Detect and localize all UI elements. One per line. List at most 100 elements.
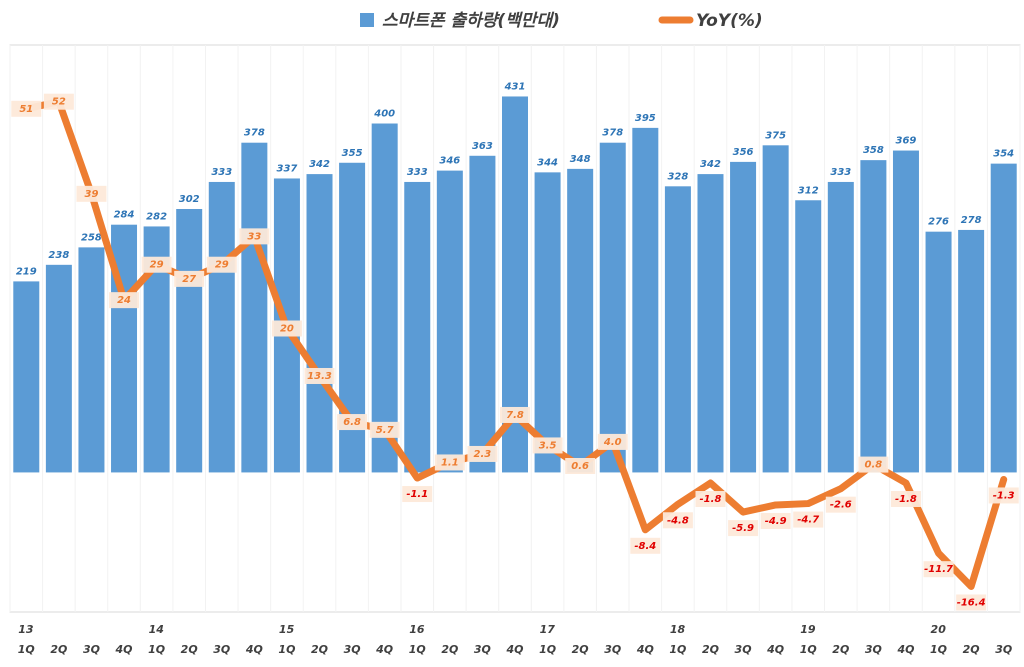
line-label-box [760, 512, 791, 529]
line-label-box [956, 594, 987, 611]
x-tick-label: 2Q [702, 643, 719, 656]
line-label-box [500, 406, 530, 423]
bar-value-label: 342 [309, 159, 330, 170]
bar [958, 229, 985, 473]
bar [860, 160, 887, 473]
line-label-box [11, 100, 42, 117]
x-tick-label: 3Q [865, 643, 882, 656]
bar-value-label: 333 [211, 167, 232, 178]
bar-value-label: 219 [16, 266, 37, 277]
bar [534, 172, 561, 473]
line-value-label: 33 [247, 231, 261, 242]
x-tick-label: 2Q [441, 643, 458, 656]
line-value-label: -16.4 [957, 597, 986, 608]
line-value-label: 1.1 [441, 457, 459, 468]
bar-value-label: 282 [146, 211, 167, 222]
bar-value-label: 312 [798, 185, 819, 196]
bar-value-label: 258 [81, 232, 102, 243]
line-value-label: -1.1 [406, 489, 428, 500]
x-tick-label: 4Q [896, 643, 914, 656]
bar-value-label: 344 [537, 157, 558, 168]
line-label-box [141, 256, 172, 273]
bar [45, 264, 72, 473]
line-label-box [662, 512, 693, 529]
line-value-label: -2.6 [830, 500, 852, 511]
bar-value-label: 395 [635, 113, 656, 124]
x-tick-label: 1Q [278, 643, 295, 656]
line-label-box [239, 228, 270, 245]
year-label: 13 [18, 623, 34, 636]
bar [827, 181, 854, 473]
line-label-box [271, 320, 302, 337]
x-tick-label: 4Q [505, 643, 523, 656]
bar-value-label: 400 [373, 109, 395, 120]
bar [697, 174, 724, 473]
bar [599, 142, 626, 473]
bar-value-label: 369 [896, 136, 917, 147]
bar-value-label: 378 [244, 128, 265, 139]
bar [730, 161, 757, 473]
bar-value-label: 431 [504, 81, 526, 92]
line-value-label: 52 [52, 97, 66, 108]
line-label-box [434, 454, 465, 471]
line-label-box [174, 270, 205, 287]
line-label-box [858, 456, 889, 473]
bar [990, 163, 1017, 473]
x-tick-label: 3Q [995, 643, 1012, 656]
x-tick-label: 2Q [50, 643, 67, 656]
bar-value-label: 356 [733, 147, 754, 158]
x-tick-label: 4Q [115, 643, 133, 656]
line-label-box [369, 421, 400, 438]
bar [306, 174, 333, 473]
x-tick-label: 1Q [539, 643, 556, 656]
line-label-box [597, 433, 628, 450]
x-tick-label: 3Q [604, 643, 621, 656]
x-tick-label: 1Q [18, 643, 35, 656]
x-tick-label: 3Q [83, 643, 100, 656]
bar-value-label: 238 [48, 250, 69, 261]
bar [371, 123, 398, 473]
bar-value-label: 358 [863, 145, 884, 156]
bar-value-label: 342 [700, 159, 721, 170]
year-label: 17 [540, 623, 556, 636]
line-value-label: 39 [84, 189, 98, 200]
line-value-label: -5.9 [732, 523, 754, 534]
x-tick-label: 1Q [930, 643, 947, 656]
bar-value-label: 378 [602, 128, 623, 139]
x-tick-label: 4Q [636, 643, 654, 656]
line-label-box [76, 185, 107, 202]
x-tick-label: 3Q [474, 643, 491, 656]
bar [664, 186, 691, 473]
bar [795, 200, 822, 473]
bar [925, 231, 952, 473]
legend-label: YoY(%) [696, 11, 763, 31]
line-value-label: -4.8 [667, 515, 689, 526]
line-value-label: -11.7 [924, 564, 953, 575]
line-value-label: -4.9 [765, 516, 787, 527]
line-value-label: 13.3 [307, 371, 332, 382]
line-label-box [728, 520, 759, 537]
x-tick-label: 2Q [572, 643, 589, 656]
line-label-box [890, 491, 921, 508]
x-tick-label: 2Q [181, 643, 198, 656]
line-label-box [337, 414, 368, 431]
bar-value-label: 363 [472, 141, 493, 152]
year-label: 16 [409, 623, 425, 636]
x-tick-label: 4Q [375, 643, 393, 656]
bar-value-label: 333 [407, 167, 428, 178]
year-label: 14 [149, 623, 164, 636]
year-label: 15 [279, 623, 295, 636]
line-label-box [793, 511, 824, 528]
x-tick-label: 3Q [735, 643, 752, 656]
x-tick-label: 1Q [409, 643, 426, 656]
bar [567, 168, 594, 473]
x-tick-label: 1Q [148, 643, 165, 656]
line-label-box [695, 491, 726, 508]
bar-value-label: 346 [439, 156, 460, 167]
line-value-label: 29 [215, 260, 229, 271]
line-value-label: 24 [117, 295, 131, 306]
bar-value-label: 284 [114, 210, 135, 221]
line-label-box [532, 437, 563, 454]
x-tick-label: 2Q [963, 643, 980, 656]
line-label-box [43, 93, 74, 110]
